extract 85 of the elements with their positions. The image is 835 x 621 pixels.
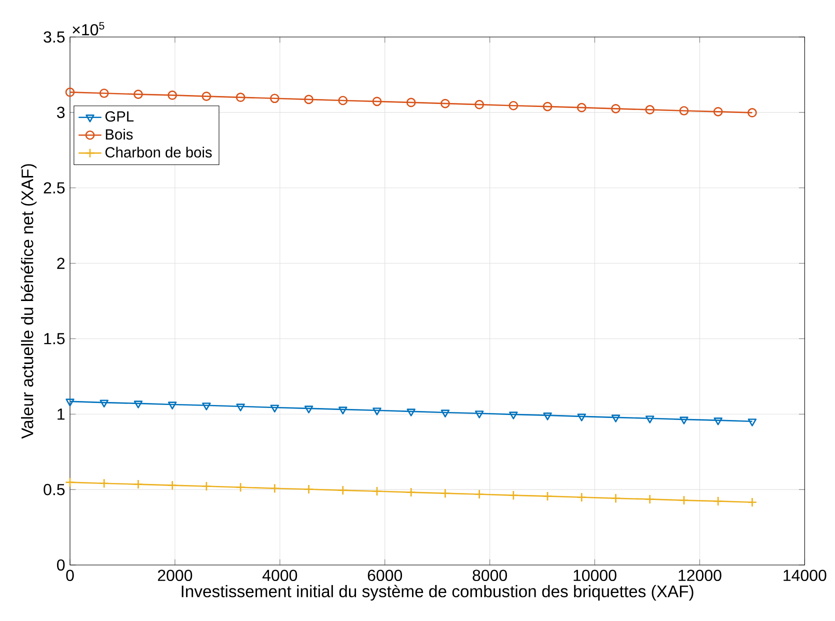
point	[372, 486, 382, 496]
x-tick-label: 10000	[574, 570, 616, 582]
point	[542, 491, 552, 502]
legend-label: Bois	[106, 128, 133, 140]
point	[406, 487, 416, 498]
point	[713, 496, 724, 506]
legend-label: Charbon de bois	[105, 146, 212, 158]
point	[202, 402, 211, 410]
point	[680, 416, 688, 424]
point	[440, 98, 450, 108]
point	[304, 406, 314, 414]
point	[610, 493, 621, 504]
point	[167, 480, 178, 490]
point	[270, 94, 280, 104]
point	[202, 92, 212, 101]
point	[508, 100, 518, 110]
x-axis-title: Investissement initial du système de combustion des briquettes (XAF)	[182, 584, 694, 601]
point	[644, 494, 655, 504]
y-tick-label: 3.5	[44, 31, 65, 43]
point	[168, 402, 177, 410]
point	[304, 94, 314, 104]
point	[542, 102, 552, 112]
point	[134, 400, 143, 408]
point	[748, 108, 757, 118]
point	[236, 482, 246, 492]
point	[133, 479, 144, 490]
point	[372, 408, 382, 416]
point	[202, 481, 212, 492]
point	[576, 492, 587, 502]
point	[474, 489, 484, 500]
y-tick-label: 1.5	[44, 333, 65, 344]
x-tick-label: 2000	[158, 570, 192, 582]
y-tick-label: 3	[56, 106, 65, 118]
x-tick-label: 8000	[472, 570, 507, 582]
y-tick-label: 2	[57, 258, 64, 269]
point	[100, 400, 108, 408]
point	[99, 88, 109, 98]
y-tick-label: 2.5	[44, 182, 65, 194]
point	[679, 495, 689, 506]
point	[372, 96, 382, 106]
point	[509, 412, 518, 420]
point	[714, 418, 722, 426]
point	[66, 398, 74, 406]
point	[440, 410, 450, 418]
point	[270, 483, 280, 494]
point	[338, 485, 348, 496]
point	[645, 105, 655, 114]
y-axis-title: Valeur actuelle du bénéfice net (XAF)	[20, 164, 37, 439]
x-tick-label: 0	[66, 570, 74, 582]
point	[577, 414, 586, 422]
point	[440, 488, 450, 498]
y-tick-label: 0.5	[44, 484, 65, 496]
x-tick-label: 4000	[262, 570, 298, 582]
point	[99, 478, 110, 488]
point	[679, 106, 689, 116]
point	[236, 92, 246, 102]
point	[474, 410, 484, 418]
point	[748, 418, 757, 426]
point	[406, 98, 416, 108]
point	[576, 102, 586, 112]
point	[611, 414, 620, 422]
point	[65, 477, 75, 488]
y-tick-label: 1	[58, 408, 65, 420]
point	[508, 490, 518, 500]
point	[406, 408, 416, 416]
point	[474, 100, 484, 110]
point	[543, 412, 552, 420]
legend-label: GPL	[105, 111, 134, 122]
point	[168, 90, 177, 100]
x-tick-label: 14000	[784, 570, 826, 582]
point	[236, 404, 245, 412]
point	[713, 107, 723, 116]
point	[338, 96, 348, 106]
point	[747, 497, 758, 508]
point	[646, 416, 654, 424]
text: ×10$^{5}$	[72, 22, 104, 36]
x-tick-label: 12000	[678, 570, 722, 582]
y-tick-label: 0	[57, 559, 65, 571]
point	[134, 90, 143, 99]
point	[304, 484, 314, 494]
point	[338, 406, 348, 414]
point	[65, 88, 75, 97]
point	[611, 104, 620, 114]
point	[270, 404, 280, 412]
x-tick-label: 6000	[368, 570, 402, 582]
